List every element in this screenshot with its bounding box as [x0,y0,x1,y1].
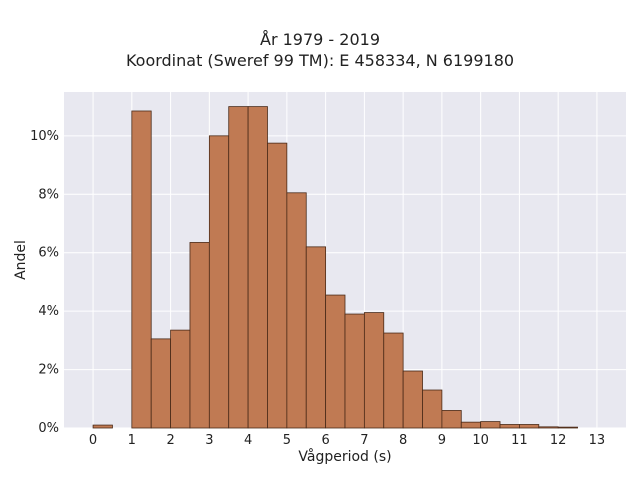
y-tick-label: 2% [38,363,59,378]
x-tick-label: 2 [166,433,174,448]
x-tick-label: 5 [283,433,291,448]
chart-title: År 1979 - 2019 [260,30,380,49]
y-tick-label: 8% [38,187,59,202]
x-tick-label: 8 [399,433,407,448]
histogram-bar [538,426,559,429]
histogram-bar [92,424,113,429]
histogram-bar [267,142,288,429]
chart-subtitle: Koordinat (Sweref 99 TM): E 458334, N 61… [125,51,515,70]
x-tick-label: 11 [511,433,528,448]
histogram-bar [499,424,520,429]
y-tick-label: 4% [38,304,59,319]
x-tick-labels: 0 1 2 3 4 5 6 7 8 9 10 11 12 13 [89,433,605,448]
y-tick-label: 6% [38,246,59,261]
histogram-bar [519,424,540,429]
x-tick-label: 0 [89,433,97,448]
x-tick-label: 3 [205,433,213,448]
histogram-bar [150,338,171,429]
y-tick-labels: 0% 2% 4% 6% 8% 10% [30,129,59,436]
histogram-bar [344,313,365,429]
histogram-bar [131,110,152,429]
histogram-bar [228,106,249,429]
y-tick-label: 0% [38,421,59,436]
histogram-bar [325,294,346,429]
x-tick-label: 13 [589,433,606,448]
histogram-bar [480,421,501,429]
histogram-bar [557,426,578,429]
histogram-bar [247,106,268,429]
x-tick-label: 6 [321,433,329,448]
bars [92,106,578,429]
x-tick-label: 7 [360,433,368,448]
histogram-bar [383,332,404,429]
histogram-bar [422,389,443,429]
histogram-bar [305,246,327,429]
histogram-bar [460,421,482,429]
x-tick-label: 10 [472,433,489,448]
histogram-bar [208,135,230,429]
y-axis-label: Andel [13,240,29,280]
x-axis-label: Vågperiod (s) [298,448,391,465]
x-tick-label: 1 [128,433,136,448]
x-tick-label: 4 [244,433,252,448]
x-tick-label: 9 [438,433,446,448]
histogram-bar [170,329,191,429]
histogram-bar [189,242,210,429]
histogram-bar [286,192,307,429]
histogram-bar [441,410,462,429]
histogram-bar [402,370,423,429]
y-tick-label: 10% [30,129,59,144]
x-tick-label: 12 [550,433,567,448]
histogram-bar [363,312,385,429]
